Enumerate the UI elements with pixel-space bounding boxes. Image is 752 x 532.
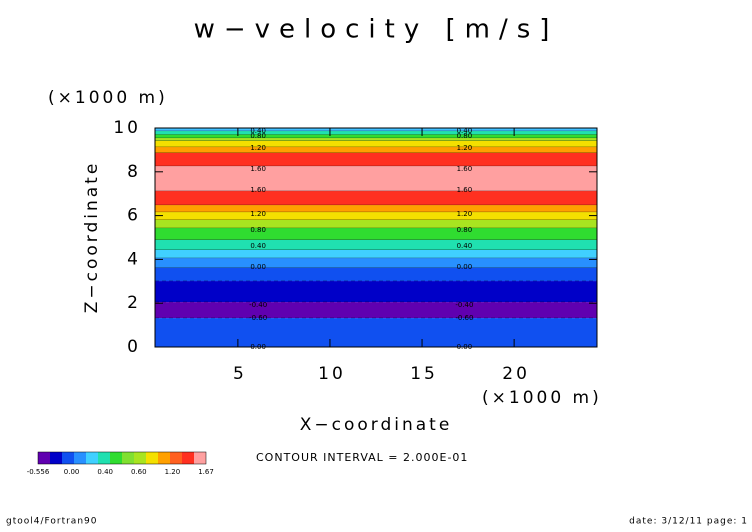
contour-band — [155, 134, 597, 139]
contour-label: 1.20 — [457, 144, 473, 152]
chart-title: w−velocity [m/s] — [194, 15, 559, 45]
colorbar-label: 1.20 — [165, 468, 181, 476]
contour-band — [155, 152, 597, 167]
contour-label: 1.60 — [457, 186, 473, 194]
contour-label: 0.40 — [250, 242, 266, 250]
colorbar-frame — [37, 451, 207, 465]
colorbar-swatch — [50, 452, 62, 464]
footer-right: date: 3/12/11 page: 1 — [629, 517, 748, 527]
colorbar-swatch — [182, 452, 194, 464]
x-tick-label: 20 — [502, 364, 530, 384]
colorbar-label: 0.60 — [131, 468, 147, 476]
contour-label: 1.20 — [457, 210, 473, 218]
x-tick-label: 15 — [410, 364, 438, 384]
contour-band — [155, 219, 597, 229]
contour-label: 0.80 — [250, 132, 266, 140]
contour-band — [155, 249, 597, 259]
contour-label: 0.80 — [457, 226, 473, 234]
colorbar-label: 1.67 — [198, 468, 214, 476]
contour-band — [155, 140, 597, 148]
y-tick-label: 8 — [127, 162, 141, 182]
contour-band — [155, 302, 597, 319]
y-tick-label: 10 — [113, 118, 141, 138]
contour-label: 0.80 — [457, 132, 473, 140]
contour-band — [155, 128, 597, 132]
contour-label: 1.20 — [250, 210, 266, 218]
y-tick-label: 0 — [127, 337, 141, 357]
contour-band — [155, 212, 597, 220]
colorbar-swatch — [86, 452, 98, 464]
y-axis-label: Z−coordinate — [82, 161, 102, 314]
contour-label: 0.40 — [457, 127, 473, 135]
contour-label: 0.80 — [250, 226, 266, 234]
contour-label: -0.40 — [249, 301, 267, 309]
colorbar-swatch — [134, 452, 146, 464]
contour-band — [155, 138, 597, 141]
colorbar-swatch — [38, 452, 50, 464]
colorbar-swatch — [194, 452, 206, 464]
colorbar-label: 0.40 — [97, 468, 113, 476]
contour-label: 1.60 — [457, 165, 473, 173]
contour-band — [155, 228, 597, 240]
y-unit: (×1000 m) — [48, 88, 168, 108]
x-tick-label: 10 — [318, 364, 346, 384]
contour-band — [155, 147, 597, 153]
contour-band — [155, 205, 597, 213]
contour-band — [155, 131, 597, 135]
y-tick-label: 4 — [127, 249, 141, 269]
colorbar-swatch — [74, 452, 86, 464]
colorbar-swatch — [110, 452, 122, 464]
y-tick-label: 2 — [127, 293, 141, 313]
contour-band — [155, 281, 597, 303]
contour-interval: CONTOUR INTERVAL = 2.000E-01 — [256, 451, 468, 464]
colorbar-swatch — [98, 452, 110, 464]
colorbar-swatch — [122, 452, 134, 464]
colorbar-swatch — [158, 452, 170, 464]
x-unit: (×1000 m) — [482, 388, 602, 408]
colorbar-swatch — [62, 452, 74, 464]
contour-band — [155, 258, 597, 268]
contour-label: -0.60 — [455, 314, 473, 322]
contour-label: 1.60 — [250, 165, 266, 173]
contour-label: 0.00 — [250, 263, 266, 271]
contour-band — [155, 239, 597, 250]
y-tick-label: 6 — [127, 206, 141, 226]
contour-label: 0.40 — [250, 127, 266, 135]
contour-label: 1.60 — [250, 186, 266, 194]
contour-band — [155, 267, 597, 282]
colorbar-swatch — [170, 452, 182, 464]
plot-frame — [154, 127, 598, 348]
contour-label: -0.60 — [249, 314, 267, 322]
contour-band — [155, 318, 597, 347]
contour-label: 0.00 — [457, 263, 473, 271]
x-axis-label: X−coordinate — [300, 415, 453, 435]
x-tick-label: 5 — [233, 364, 247, 384]
contour-label: 0.40 — [457, 242, 473, 250]
colorbar-label: -0.556 — [27, 468, 50, 476]
colorbar-label: 0.00 — [64, 468, 80, 476]
contour-label: 1.20 — [250, 144, 266, 152]
contour-band — [155, 166, 597, 192]
footer-left: gtool4/Fortran90 — [6, 517, 97, 527]
contour-band — [155, 191, 597, 206]
contour-label: -0.40 — [455, 301, 473, 309]
colorbar-swatch — [146, 452, 158, 464]
